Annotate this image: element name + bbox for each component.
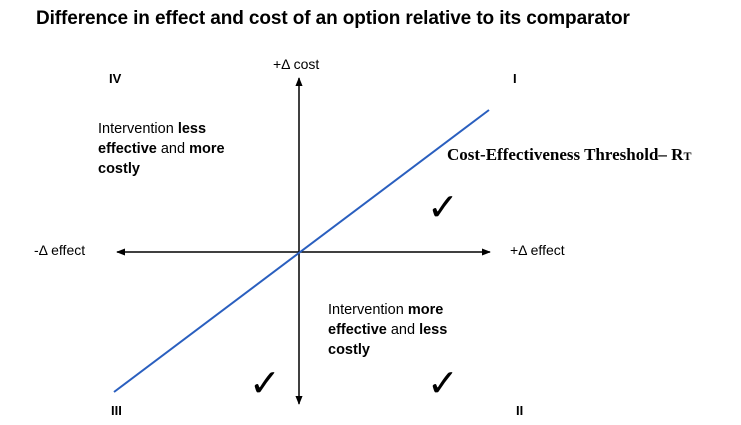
quadrant-i-label: I xyxy=(513,71,517,86)
quadrant-ii-label: II xyxy=(516,403,524,418)
lower-right-desc-bold1: more effective xyxy=(328,302,444,338)
threshold-label-text: Cost-Effectiveness Threshold– R xyxy=(447,145,684,164)
threshold-line xyxy=(113,109,490,393)
lower-right-desc-bold2: less costly xyxy=(328,322,448,358)
diagram-title: Difference in effect and cost of an opti… xyxy=(36,8,630,29)
x-axis-negative-label: -Δ effect xyxy=(34,242,86,258)
lower-right-description: Intervention more effective and less cos… xyxy=(328,300,488,360)
upper-left-desc-bold1: less effective xyxy=(98,121,207,157)
checkmark-icon: ✓ xyxy=(427,361,459,405)
upper-left-desc-bold2: more costly xyxy=(98,141,225,177)
threshold-label-subscript: T xyxy=(683,149,692,163)
quadrant-iv-label: IV xyxy=(109,71,122,86)
lower-right-desc-pre: Intervention xyxy=(328,302,408,318)
x-axis-positive-label: +Δ effect xyxy=(510,242,565,258)
checkmark-icon: ✓ xyxy=(427,185,459,229)
upper-left-desc-pre: Intervention xyxy=(98,121,178,137)
lower-right-desc-mid: and xyxy=(386,322,420,338)
checkmark-icon: ✓ xyxy=(249,361,281,405)
threshold-label: Cost-Effectiveness Threshold– RT xyxy=(447,145,692,165)
quadrant-iii-label: III xyxy=(111,403,122,418)
y-axis-positive-label: +Δ cost xyxy=(273,56,320,72)
upper-left-description: Intervention less effective and more cos… xyxy=(98,119,268,179)
upper-left-desc-mid: and xyxy=(156,141,190,157)
